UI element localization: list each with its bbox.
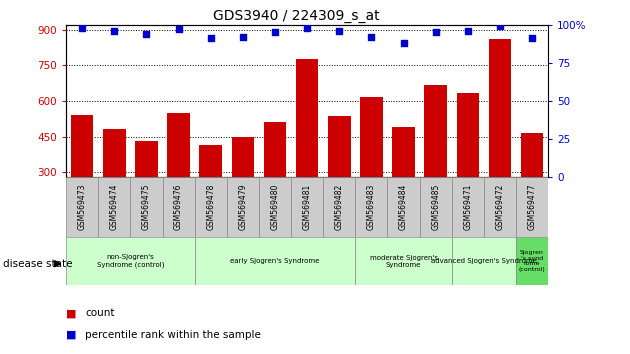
Point [302, 25, 312, 31]
Text: Sjogren
's synd
rome
(control): Sjogren 's synd rome (control) [518, 250, 546, 272]
Bar [264, 122, 286, 244]
Bar [135, 141, 158, 244]
Text: GSM569482: GSM569482 [335, 184, 344, 230]
Bar [360, 97, 382, 244]
Bar [296, 59, 318, 244]
Point [527, 36, 537, 41]
Bar [355, 177, 387, 237]
Point [334, 28, 344, 34]
Text: non-Sjogren's
Syndrome (control): non-Sjogren's Syndrome (control) [96, 254, 164, 268]
Bar [484, 177, 516, 237]
Text: count: count [85, 308, 115, 318]
Point [174, 27, 184, 32]
Text: GSM569477: GSM569477 [527, 184, 537, 230]
Text: GSM569473: GSM569473 [77, 184, 87, 230]
Text: GSM569474: GSM569474 [110, 184, 119, 230]
Bar [130, 177, 163, 237]
Text: GSM569485: GSM569485 [431, 184, 440, 230]
Text: disease state: disease state [3, 259, 72, 269]
Text: advanced Sjogren's Syndrome: advanced Sjogren's Syndrome [431, 258, 537, 264]
Bar [387, 177, 420, 237]
Text: GSM569478: GSM569478 [206, 184, 215, 230]
Bar [200, 145, 222, 244]
Bar [521, 133, 543, 244]
Text: GSM569480: GSM569480 [270, 184, 280, 230]
Point [367, 34, 377, 40]
Bar [66, 177, 98, 237]
Point [462, 28, 472, 34]
Point [205, 36, 215, 41]
Text: moderate Sjogren's
Syndrome: moderate Sjogren's Syndrome [370, 255, 437, 268]
Text: GSM569471: GSM569471 [463, 184, 472, 230]
Point [495, 23, 505, 29]
Text: GSM569472: GSM569472 [495, 184, 505, 230]
Text: GSM569479: GSM569479 [238, 184, 248, 230]
Bar [452, 177, 484, 237]
Point [270, 29, 280, 35]
Bar [98, 177, 130, 237]
Bar [516, 237, 548, 285]
Text: GSM569483: GSM569483 [367, 184, 376, 230]
Text: ■: ■ [66, 308, 77, 318]
Point [238, 34, 248, 40]
Bar [420, 177, 452, 237]
Bar [323, 177, 355, 237]
Text: ■: ■ [66, 330, 77, 339]
Bar [163, 177, 195, 237]
Text: GSM569475: GSM569475 [142, 184, 151, 230]
Bar [328, 116, 350, 244]
Text: percentile rank within the sample: percentile rank within the sample [85, 330, 261, 339]
Point [77, 25, 87, 31]
Text: early Sjogren's Syndrome: early Sjogren's Syndrome [231, 258, 319, 264]
Point [141, 31, 151, 37]
Bar [168, 113, 190, 244]
Text: GSM569481: GSM569481 [302, 184, 312, 230]
Bar [392, 127, 415, 244]
Bar [291, 177, 323, 237]
Bar [425, 85, 447, 244]
Bar [195, 237, 355, 285]
Bar [232, 137, 254, 244]
Bar [227, 177, 259, 237]
Bar [516, 177, 548, 237]
Point [431, 29, 441, 35]
Bar [457, 92, 479, 244]
Text: GSM569484: GSM569484 [399, 184, 408, 230]
Bar [259, 177, 291, 237]
Bar [71, 115, 93, 244]
Bar [355, 237, 452, 285]
Point [110, 28, 120, 34]
Text: GDS3940 / 224309_s_at: GDS3940 / 224309_s_at [213, 9, 379, 23]
Bar [66, 237, 195, 285]
Bar [489, 39, 511, 244]
Bar [103, 130, 125, 244]
Text: GSM569476: GSM569476 [174, 184, 183, 230]
Bar [195, 177, 227, 237]
Bar [452, 237, 516, 285]
Point [398, 40, 408, 46]
